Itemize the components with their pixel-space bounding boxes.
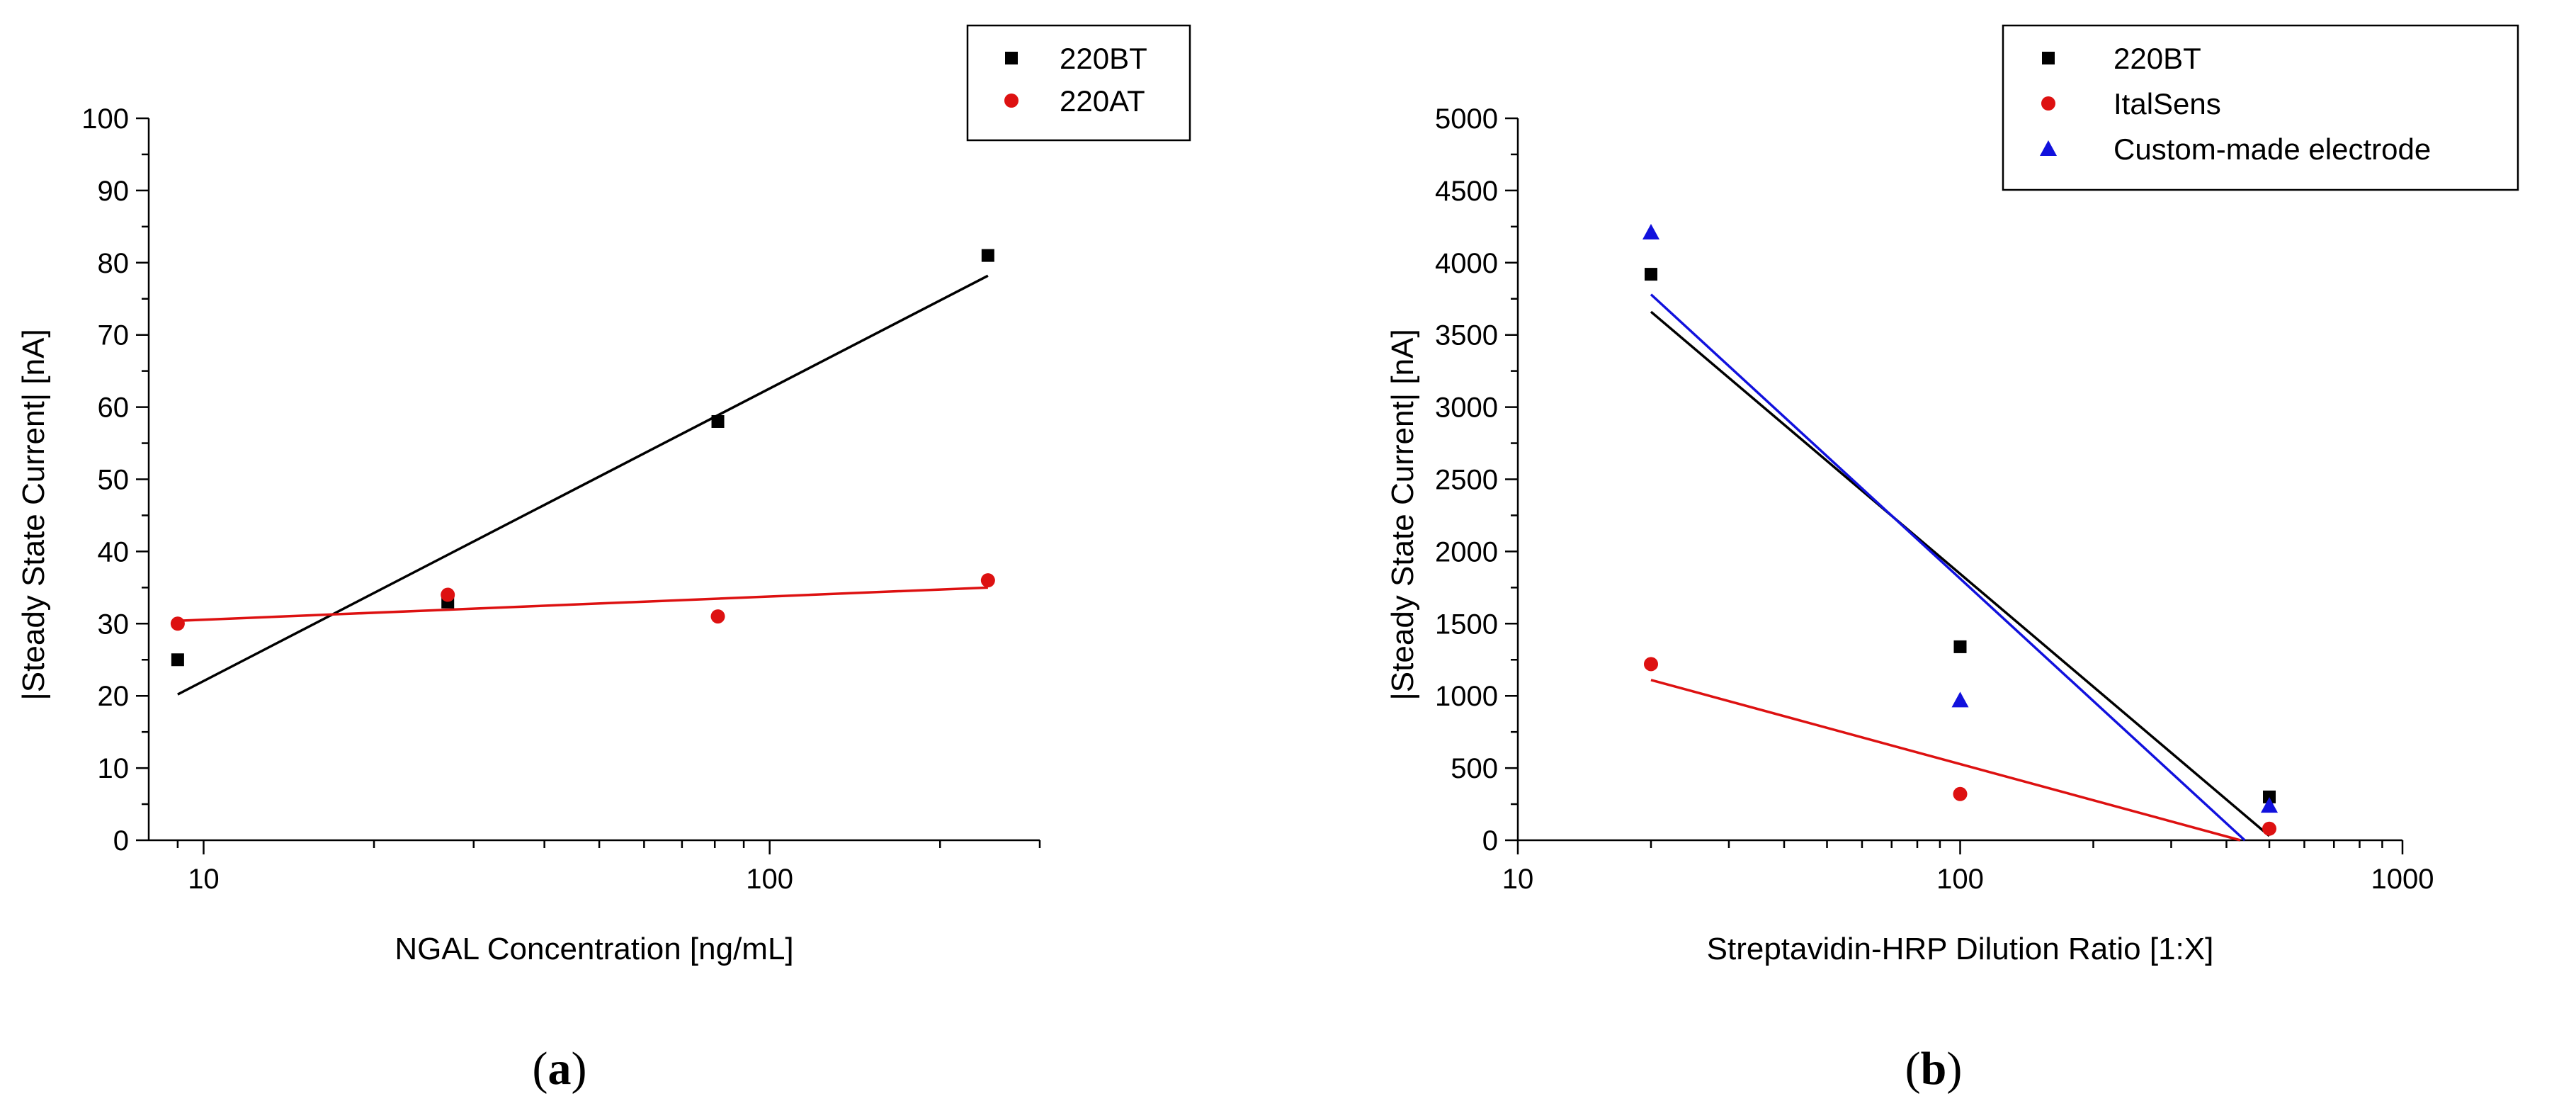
x-axis-label: NGAL Concentration [ng/mL]	[395, 932, 793, 966]
data-point-220bt	[1953, 640, 1967, 653]
y-tick-label: 3500	[1435, 320, 1498, 351]
legend-label-220bt: 220BT	[2113, 42, 2201, 75]
data-point-italsens	[1953, 786, 1968, 801]
data-point-custom-made-electrode	[2261, 797, 2279, 813]
y-tick-label: 2000	[1435, 536, 1498, 567]
y-tick-label: 90	[98, 176, 130, 207]
legend-box	[966, 24, 1191, 142]
panel-label-a-close: )	[572, 1043, 587, 1095]
y-tick-label: 0	[1482, 825, 1498, 857]
data-point-220bt	[981, 249, 994, 262]
y-tick-label: 20	[98, 681, 130, 712]
y-tick-label: 60	[98, 392, 130, 424]
legend-label-220at: 220AT	[1060, 84, 1145, 118]
legend-label-custom-made-electrode: Custom-made electrode	[2113, 132, 2431, 166]
y-tick-label: 50	[98, 465, 130, 496]
legend-label-220bt: 220BT	[1060, 42, 1147, 75]
panel-label-b-letter: b	[1921, 1043, 1947, 1095]
x-tick-label: 10	[1502, 864, 1534, 895]
chart-b: 0 500 1000 1500 2000 2500 3000 3500 4000 4500 5000…	[1385, 24, 2519, 966]
data-point-220bt	[1644, 268, 1657, 281]
data-point-220at	[441, 587, 455, 602]
legend: 220BT 220AT	[966, 24, 1191, 142]
data-point-220at	[170, 616, 185, 631]
y-tick-label: 30	[98, 609, 130, 640]
y-tick-label: 5000	[1435, 103, 1498, 135]
data-point-220at	[710, 609, 725, 624]
legend-symbol-220at	[1004, 94, 1019, 108]
x-tick-label: 1000	[2371, 864, 2434, 895]
panel-label-a-letter: a	[548, 1043, 572, 1095]
x-tick-label: 10	[188, 864, 220, 895]
y-tick-label: 1500	[1435, 609, 1498, 640]
data-point-220bt	[711, 414, 725, 428]
legend-symbol-custom-made-electrode	[2040, 140, 2057, 156]
fit-line-220bt	[177, 274, 989, 696]
y-tick-label: 70	[98, 320, 130, 351]
x-tick-label: 100	[746, 864, 793, 895]
data-point-italsens	[1643, 657, 1658, 672]
panel-label-a: (a)	[533, 1043, 587, 1095]
chart-a: 0 10 20 30 40 50 60 70 80 90 100 10 100 NGAL Concentr…	[16, 24, 1191, 966]
fit-line-italsens	[1650, 679, 2241, 842]
y-tick-label: 3000	[1435, 392, 1498, 424]
y-tick-label: 0	[113, 825, 129, 857]
y-tick-label: 10	[98, 753, 130, 784]
y-axis-label: |Steady State Current| [nA]	[1385, 329, 1420, 700]
panel-label-b-open: (	[1905, 1043, 1921, 1095]
y-tick-label: 4000	[1435, 248, 1498, 279]
y-tick-label: 2500	[1435, 465, 1498, 496]
y-tick-label: 500	[1451, 753, 1498, 784]
legend-box	[2002, 24, 2519, 191]
data-point-italsens	[2262, 821, 2277, 836]
fit-line-custom-made-electrode	[1650, 293, 2246, 842]
y-tick-label: 40	[98, 536, 130, 567]
panel-label-b: (b)	[1905, 1043, 1963, 1095]
data-point-220bt	[171, 653, 184, 667]
y-tick-label: 80	[98, 248, 130, 279]
data-point-220at	[980, 573, 995, 588]
y-tick-label: 4500	[1435, 176, 1498, 207]
legend-label-italsens: ItalSens	[2113, 87, 2221, 120]
panel-label-a-open: (	[533, 1043, 548, 1095]
legend-symbol-220bt	[1005, 52, 1018, 64]
y-tick-label: 1000	[1435, 681, 1498, 712]
fit-line-220bt	[1650, 310, 2271, 837]
x-tick-label: 100	[1936, 864, 1984, 895]
data-point-custom-made-electrode	[1642, 224, 1659, 240]
data-point-220bt	[2263, 790, 2276, 803]
fit-line-220at	[177, 586, 988, 622]
data-point-custom-made-electrode	[1951, 691, 1969, 708]
legend: 220BT ItalSens Custom-made electrode	[2002, 24, 2519, 191]
legend-symbol-italsens	[2041, 96, 2055, 111]
legend-symbol-220bt	[2042, 52, 2055, 64]
panel-label-b-close: )	[1946, 1043, 1962, 1095]
x-axis-label: Streptavidin-HRP Dilution Ratio [1:X]	[1707, 932, 2214, 966]
y-tick-label: 100	[81, 103, 129, 135]
y-axis-label: |Steady State Current| [nA]	[16, 329, 51, 700]
